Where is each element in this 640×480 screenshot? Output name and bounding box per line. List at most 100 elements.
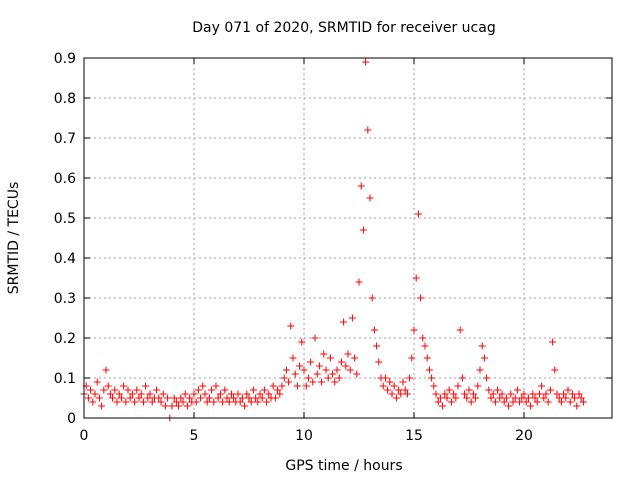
data-point <box>230 394 238 402</box>
data-point <box>104 382 112 390</box>
data-point <box>181 390 189 398</box>
data-point <box>144 394 152 402</box>
data-point <box>128 390 136 398</box>
data-point <box>443 394 451 402</box>
data-point <box>410 326 418 334</box>
data-point <box>397 390 405 398</box>
data-point <box>146 390 154 398</box>
plot-frame <box>83 57 613 419</box>
data-point <box>458 374 466 382</box>
data-point <box>155 394 163 402</box>
data-point <box>133 386 141 394</box>
data-point <box>568 390 576 398</box>
data-point <box>241 402 249 410</box>
data-point <box>375 358 383 366</box>
data-point <box>214 394 222 402</box>
data-point <box>271 394 279 402</box>
data-point <box>478 342 486 350</box>
data-point <box>98 402 106 410</box>
data-point <box>425 366 433 374</box>
data-point <box>540 394 548 402</box>
data-point <box>333 366 341 374</box>
data-point <box>106 390 114 398</box>
data-point <box>434 398 442 406</box>
data-point <box>307 358 315 366</box>
data-point <box>247 398 255 406</box>
data-point <box>436 394 444 402</box>
y-tick-label: 0.1 <box>54 371 76 387</box>
x-tick-label: 0 <box>80 428 89 444</box>
data-point <box>507 390 515 398</box>
data-point <box>276 390 284 398</box>
data-point <box>524 394 532 402</box>
data-point <box>579 398 587 406</box>
data-point <box>494 386 502 394</box>
data-point <box>322 366 330 374</box>
y-tick-label: 0.7 <box>54 131 76 147</box>
data-point <box>428 374 436 382</box>
data-point <box>388 390 396 398</box>
data-point <box>553 390 561 398</box>
data-point <box>117 394 125 402</box>
data-point <box>329 370 337 378</box>
data-point <box>148 398 156 406</box>
data-point <box>399 378 407 386</box>
data-point <box>533 398 541 406</box>
x-axis-label: GPS time / hours <box>285 458 402 474</box>
data-point <box>472 394 480 402</box>
data-point <box>564 386 572 394</box>
data-point <box>406 374 414 382</box>
data-point <box>320 350 328 358</box>
data-point <box>527 402 535 410</box>
data-point <box>302 382 310 390</box>
data-point <box>403 390 411 398</box>
data-point <box>153 386 161 394</box>
data-point <box>124 386 132 394</box>
data-point <box>120 382 128 390</box>
data-point <box>179 398 187 406</box>
data-points <box>80 58 587 422</box>
data-point <box>496 394 504 402</box>
data-point <box>252 394 260 402</box>
data-point <box>535 390 543 398</box>
data-point <box>500 398 508 406</box>
data-point <box>432 390 440 398</box>
data-point <box>278 382 286 390</box>
data-point <box>274 386 282 394</box>
data-point <box>419 334 427 342</box>
data-point <box>208 386 216 394</box>
data-point <box>168 402 176 410</box>
data-point <box>102 366 110 374</box>
data-point <box>289 354 297 362</box>
data-point <box>221 386 229 394</box>
data-point <box>249 386 257 394</box>
data-point <box>256 390 264 398</box>
data-point <box>192 398 200 406</box>
data-point <box>285 378 293 386</box>
x-tick-label: 5 <box>190 428 199 444</box>
data-point <box>337 358 345 366</box>
data-point <box>454 382 462 390</box>
data-point <box>238 394 246 402</box>
data-point <box>575 390 583 398</box>
grid <box>84 58 612 418</box>
data-point <box>87 386 95 394</box>
data-point <box>304 374 312 382</box>
data-point <box>414 210 422 218</box>
chart-title: Day 071 of 2020, SRMTID for receiver uca… <box>192 20 495 36</box>
data-point <box>386 378 394 386</box>
data-point <box>544 398 552 406</box>
data-point <box>520 390 528 398</box>
data-point <box>395 386 403 394</box>
data-point <box>164 394 172 402</box>
data-point <box>557 398 565 406</box>
data-point <box>480 354 488 362</box>
data-point <box>91 390 99 398</box>
data-point <box>183 402 191 410</box>
data-point <box>412 274 420 282</box>
data-point <box>401 386 409 394</box>
data-point <box>122 398 130 406</box>
data-point <box>300 366 308 374</box>
